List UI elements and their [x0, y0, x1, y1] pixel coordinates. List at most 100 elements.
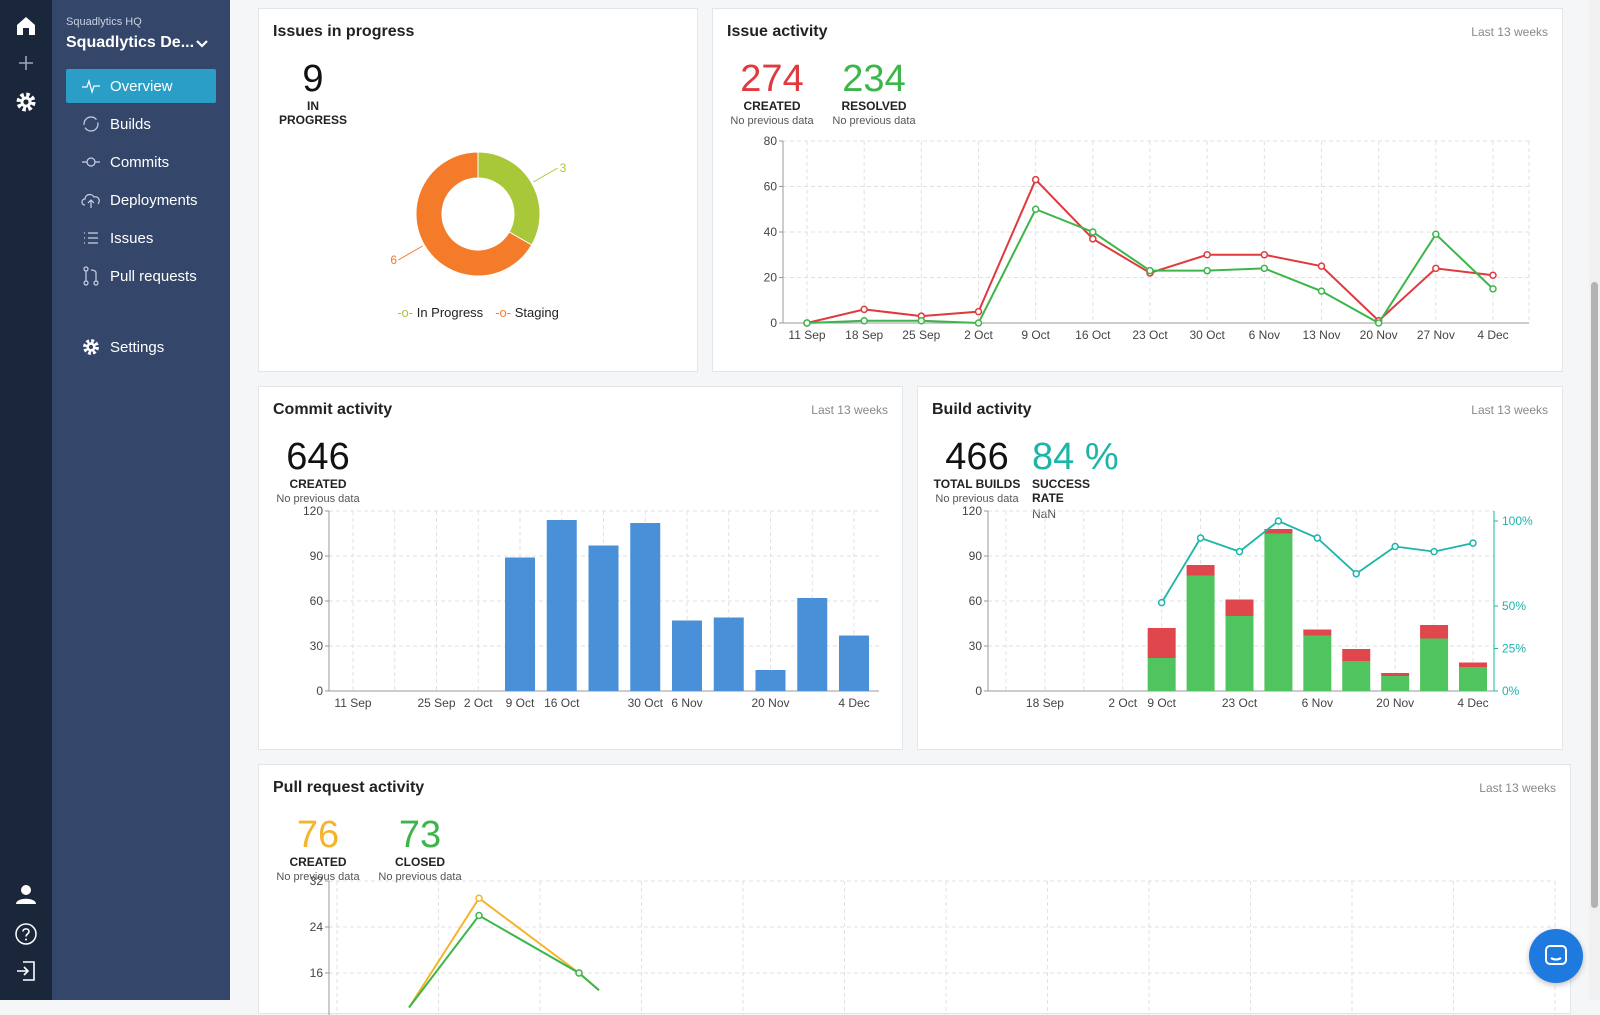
data-point [1146, 266, 1154, 275]
data-point [803, 319, 811, 327]
x-tick-label: 6 Nov [671, 696, 702, 710]
user-icon[interactable] [10, 878, 42, 910]
data-point [1031, 205, 1040, 213]
commits-created-metric: 646 CREATED No previous data [273, 437, 363, 505]
gear-icon[interactable] [10, 86, 42, 118]
series-line [408, 914, 600, 1009]
y2-tick-label: 25% [1502, 642, 1526, 656]
chat-icon [1545, 945, 1567, 965]
scrollbar-thumb[interactable] [1591, 282, 1598, 908]
y-tick-label: 90 [969, 549, 983, 563]
build-activity-chart: 0 30 60 90 120 18 Sep 2 Oct 9 Oct 23 Oct 6 Nov 20 … [962, 504, 1533, 710]
data-point [1317, 262, 1326, 270]
y-tick-label: 30 [969, 639, 983, 653]
x-tick-label: 2 Oct [964, 328, 993, 342]
data-point [475, 894, 483, 902]
legend-marker-icon: -o- [397, 305, 414, 320]
sidebar: Squadlytics HQ Squadlytics De... Overvie… [52, 0, 230, 1000]
bar [672, 620, 702, 691]
data-point [1203, 251, 1211, 259]
chat-button[interactable] [1529, 929, 1583, 983]
x-tick-label: 18 Sep [1026, 696, 1064, 710]
y2-tick-label: 50% [1502, 599, 1526, 613]
plus-icon[interactable] [10, 47, 42, 79]
x-tick-label: 27 Nov [1417, 328, 1455, 342]
x-tick-label: 4 Dec [838, 696, 869, 710]
x-tick-label: 2 Oct [1108, 696, 1137, 710]
metric-subtext: No previous data [276, 871, 360, 883]
metric-value: 76 [296, 814, 340, 856]
bar-success [1420, 638, 1449, 691]
bar-success [1459, 667, 1487, 691]
page-scrollbar[interactable] [1589, 0, 1600, 1000]
y-tick-label: 90 [310, 549, 324, 563]
bar-failed [1147, 628, 1176, 658]
bar [839, 635, 869, 691]
bar-failed [1420, 625, 1449, 639]
x-tick-label: 9 Oct [1147, 696, 1176, 710]
org-label: Squadlytics HQ [66, 16, 142, 28]
bar [505, 557, 535, 691]
issue-activity-card: Issue activity Last 13 weeks 274 CREATED… [712, 8, 1563, 372]
y2-tick-label: 0% [1502, 684, 1520, 698]
x-tick-label: 9 Oct [506, 696, 535, 710]
sidebar-item-deployments[interactable]: Deployments [66, 183, 216, 217]
sidebar-item-label: Settings [110, 338, 165, 356]
help-icon[interactable] [10, 918, 42, 950]
pr-closed-metric: 73 CLOSED No previous data [375, 815, 465, 883]
data-point [1089, 235, 1097, 243]
sidebar-item-overview[interactable]: Overview [66, 69, 216, 103]
legend-label: Staging [514, 305, 559, 320]
sidebar-item-settings[interactable]: Settings [66, 330, 216, 364]
y-tick-label: 120 [303, 504, 323, 518]
x-tick-label: 4 Dec [1457, 696, 1488, 710]
date-range-label: Last 13 weeks [1479, 781, 1556, 795]
x-tick-label: 6 Nov [1302, 696, 1333, 710]
sidebar-item-pull-requests[interactable]: Pull requests [66, 259, 216, 293]
metric-subtext: No previous data [832, 115, 916, 127]
metric-value: 646 [286, 436, 350, 478]
logout-icon[interactable] [10, 955, 42, 987]
data-point [1391, 542, 1399, 551]
metric-subtext: No previous data [935, 493, 1019, 505]
data-point [1352, 569, 1360, 578]
issues-donut-chart: 36 [390, 151, 567, 277]
sidebar-item-commits[interactable]: Commits [66, 145, 216, 179]
metric-value: 274 [740, 58, 804, 100]
activity-icon [80, 75, 102, 97]
chevron-down-icon[interactable] [194, 36, 210, 52]
bar-success [1225, 616, 1254, 691]
card-title: Build activity [932, 401, 1032, 418]
date-range-label: Last 13 weeks [1471, 403, 1548, 417]
bar-failed [1342, 649, 1371, 661]
bar-success [1342, 661, 1371, 691]
y-tick-label: 0 [316, 684, 323, 698]
sidebar-item-builds[interactable]: Builds [66, 107, 216, 141]
gear-icon [80, 336, 102, 358]
bar-failed [1381, 673, 1410, 676]
x-tick-label: 20 Nov [1360, 328, 1398, 342]
x-tick-label: 16 Oct [1075, 328, 1111, 342]
x-tick-label: 4 Dec [1477, 328, 1508, 342]
bar [797, 598, 828, 691]
home-icon[interactable] [10, 10, 42, 42]
success-rate-metric: 84 % SUCCESS RATE NaN [1032, 437, 1122, 521]
data-point [1430, 547, 1438, 556]
x-tick-label: 11 Sep [334, 696, 371, 710]
metric-value: 73 [398, 814, 442, 856]
sidebar-item-issues[interactable]: Issues [66, 221, 216, 255]
metric-caption: CREATED [289, 855, 347, 869]
project-selector[interactable]: Squadlytics De... [66, 34, 195, 51]
legend-item-staging: -o- Staging [495, 305, 559, 320]
data-point [1260, 251, 1269, 259]
y-tick-label: 20 [764, 271, 778, 285]
data-point [1469, 539, 1477, 547]
bar [755, 670, 786, 691]
sidebar-item-label: Pull requests [110, 267, 197, 285]
data-point [1432, 264, 1440, 273]
metric-caption: TOTAL BUILDS [933, 477, 1021, 491]
data-point [1196, 534, 1205, 542]
in-progress-metric: 9 IN PROGRESS [273, 59, 353, 127]
slice-label-leader [398, 245, 423, 261]
x-tick-label: 9 Oct [1021, 328, 1050, 342]
